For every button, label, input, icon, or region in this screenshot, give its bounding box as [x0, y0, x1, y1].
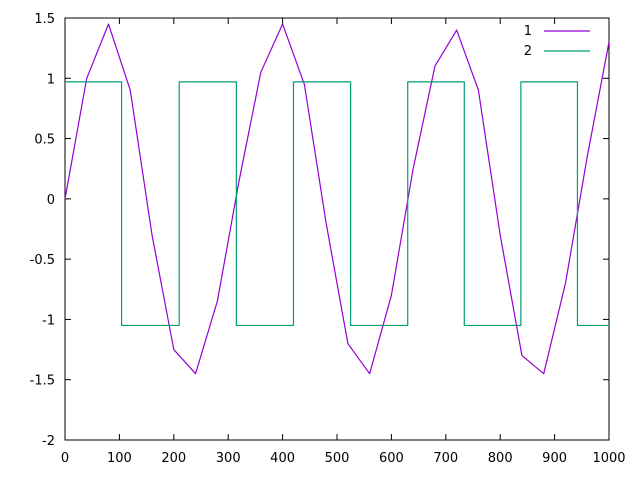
x-tick-label: 500	[325, 451, 350, 466]
legend-label-1: 1	[524, 24, 532, 39]
y-tick-label: 0.5	[34, 133, 55, 148]
x-tick-label: 100	[107, 451, 132, 466]
x-tick-label: 200	[161, 451, 186, 466]
y-tick-label: 0	[47, 193, 55, 208]
x-tick-label: 0	[61, 451, 69, 466]
y-tick-label: -1	[42, 313, 55, 328]
series-layer	[64, 23, 610, 375]
axis-ticks: 0 100 200 300 400 500 600 700 800 900 1000 -2 -1.5 -1…	[30, 12, 626, 466]
y-tick-label: 1.5	[34, 12, 55, 27]
x-tick-label: 1000	[592, 451, 625, 466]
legend-label-2: 2	[524, 44, 532, 59]
x-tick-label: 800	[488, 451, 513, 466]
series-line-2	[65, 81, 609, 327]
y-tick-label: -2	[42, 434, 55, 449]
legend: 1 2	[524, 24, 590, 59]
y-tick-label: 1	[47, 72, 55, 87]
series-line-1	[64, 23, 610, 375]
x-tick-label: 300	[216, 451, 241, 466]
y-tick-label: -0.5	[30, 253, 55, 268]
x-tick-label: 400	[270, 451, 295, 466]
x-tick-label: 600	[379, 451, 404, 466]
x-tick-label: 900	[542, 451, 567, 466]
y-tick-label: -1.5	[30, 374, 55, 389]
x-tick-label: 700	[433, 451, 458, 466]
